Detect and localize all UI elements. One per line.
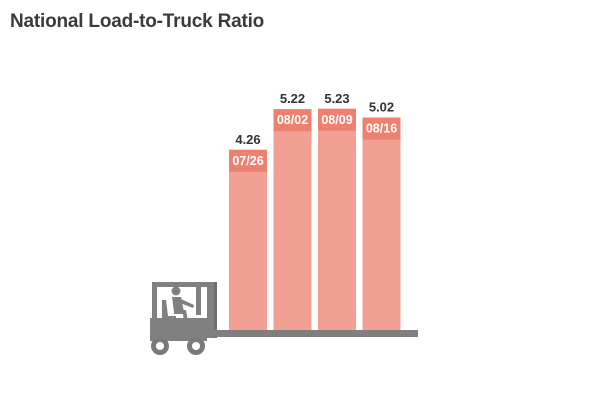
category-label: 08/09 <box>321 113 352 127</box>
value-label: 5.22 <box>280 91 305 106</box>
category-label: 08/02 <box>277 113 308 127</box>
bar-label-band <box>229 149 267 172</box>
bar-08/09 <box>318 108 356 330</box>
bars-group: 07/26 4.26 08/02 5.22 08/09 5.23 08/16 5.02 <box>229 91 401 331</box>
bar-label-band <box>362 117 401 140</box>
chart-title: National Load-to-Truck Ratio <box>10 11 265 32</box>
bar-label-band <box>273 109 312 132</box>
bar-07/26 <box>229 149 267 330</box>
value-label: 4.26 <box>235 132 260 147</box>
forklift-fork <box>207 330 418 337</box>
value-label: 5.02 <box>369 100 394 115</box>
bar-08/02 <box>273 109 312 330</box>
bar-label-band <box>318 108 356 131</box>
forklift-icon <box>150 282 217 355</box>
category-label: 07/26 <box>232 154 263 168</box>
bar-08/16 <box>362 117 401 331</box>
category-label: 08/16 <box>366 122 397 136</box>
value-label: 5.23 <box>324 91 349 106</box>
